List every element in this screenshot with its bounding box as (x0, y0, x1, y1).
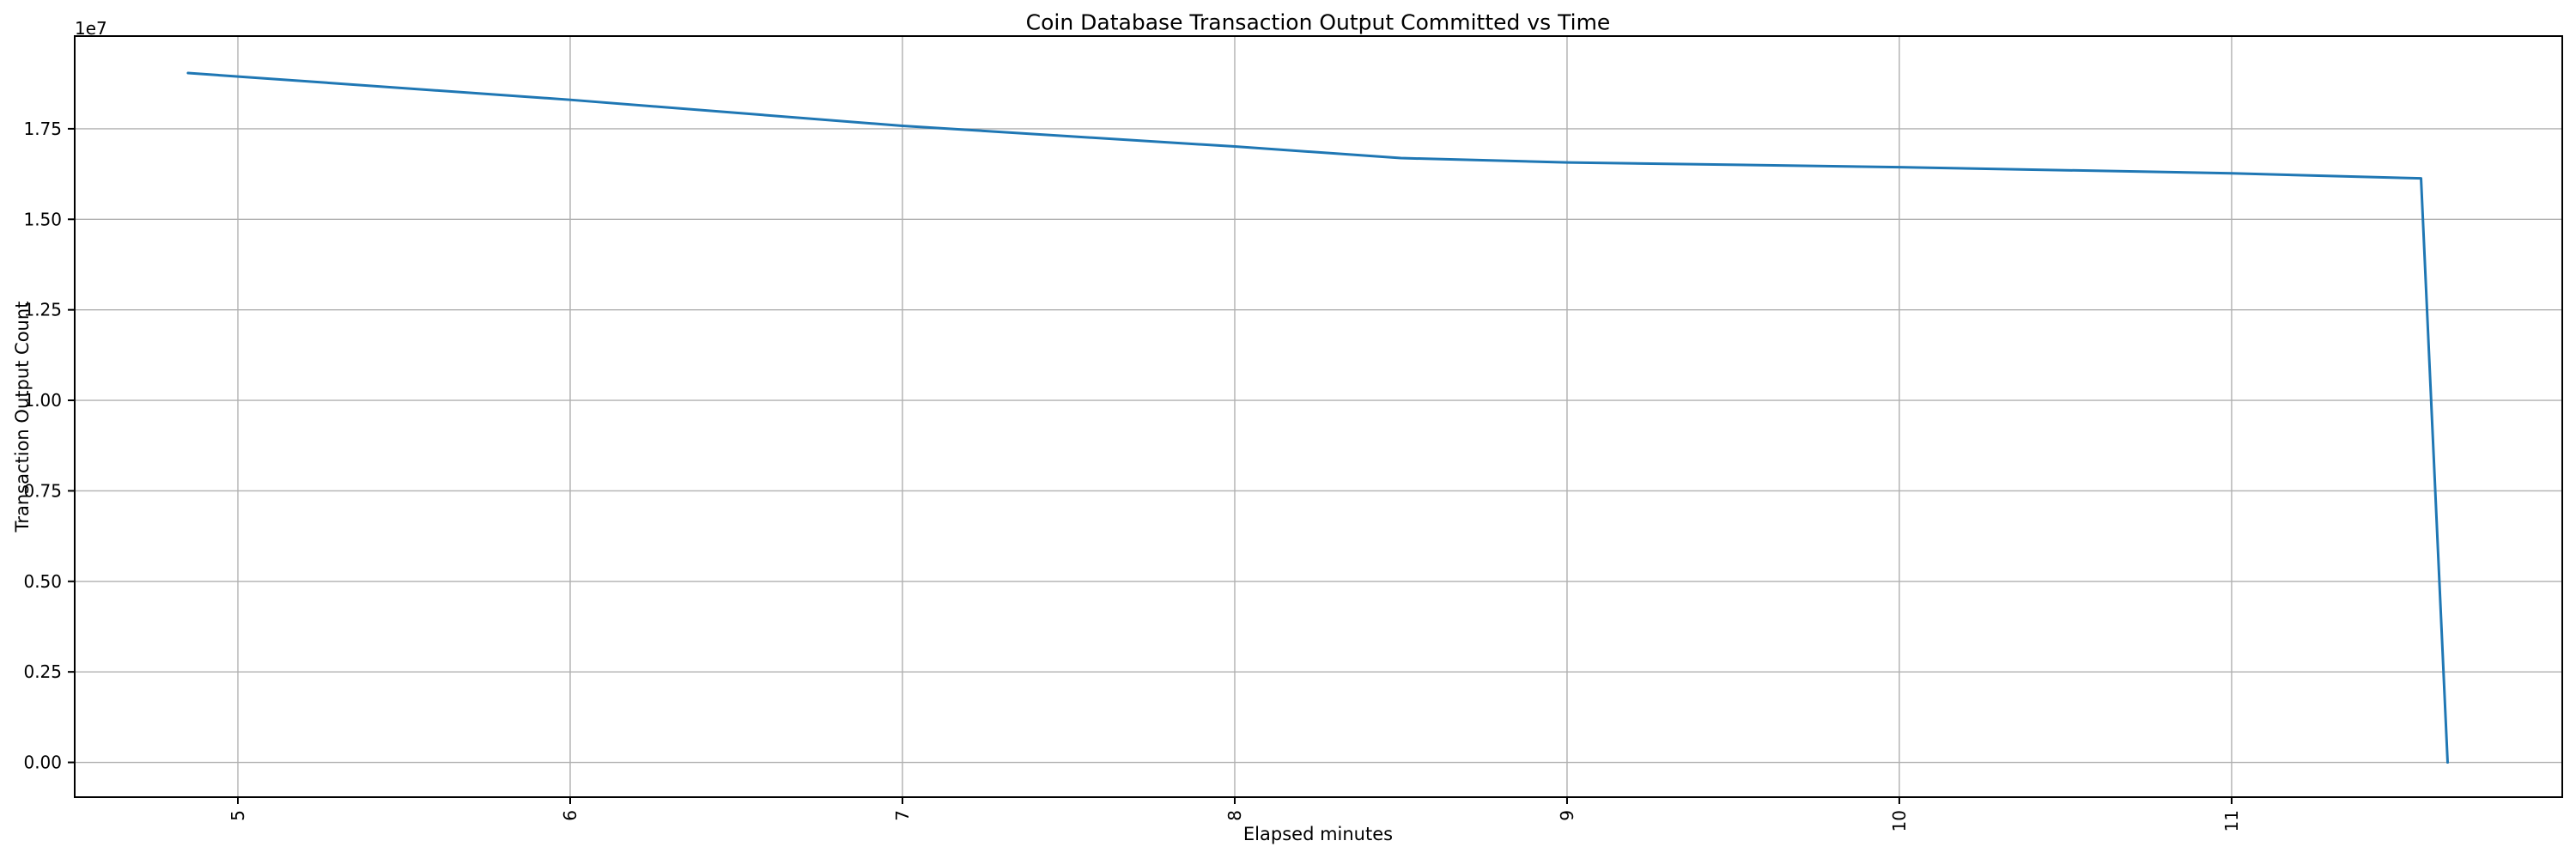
y-tick-label: 1.25 (23, 300, 62, 320)
data-line-transaction-output-committed (186, 71, 2449, 765)
x-tick-label: 8 (1224, 810, 1245, 821)
x-axis-label: Elapsed minutes (1243, 824, 1393, 844)
y-tick-label: 0.00 (23, 752, 62, 773)
y-tick-label: 1.00 (23, 390, 62, 411)
y-tick-label: 1.75 (23, 119, 62, 139)
plot-border (74, 35, 2563, 798)
x-tick-label: 10 (1889, 810, 1910, 832)
y-tick-label: 0.75 (23, 480, 62, 501)
y-axis-offset-label: 1e7 (75, 18, 107, 39)
x-tick-label: 11 (2221, 810, 2242, 832)
x-tick-label: 5 (228, 810, 248, 821)
chart-title: Coin Database Transaction Output Committ… (1026, 10, 1611, 35)
y-axis-label: Transaction Output Count (12, 302, 33, 533)
y-tick-label: 0.25 (23, 661, 62, 682)
x-tick-label: 7 (892, 810, 913, 821)
y-tick-label: 0.50 (23, 571, 62, 592)
plot-area: 5 6 7 8 9 10 11 0.00 0.25 0.50 0.75 1.00 1.25 1.50 1.7… (23, 35, 2563, 832)
x-tick-label: 6 (560, 810, 580, 821)
y-tick-label: 1.50 (23, 209, 62, 229)
x-tick-label: 9 (1557, 810, 1577, 821)
